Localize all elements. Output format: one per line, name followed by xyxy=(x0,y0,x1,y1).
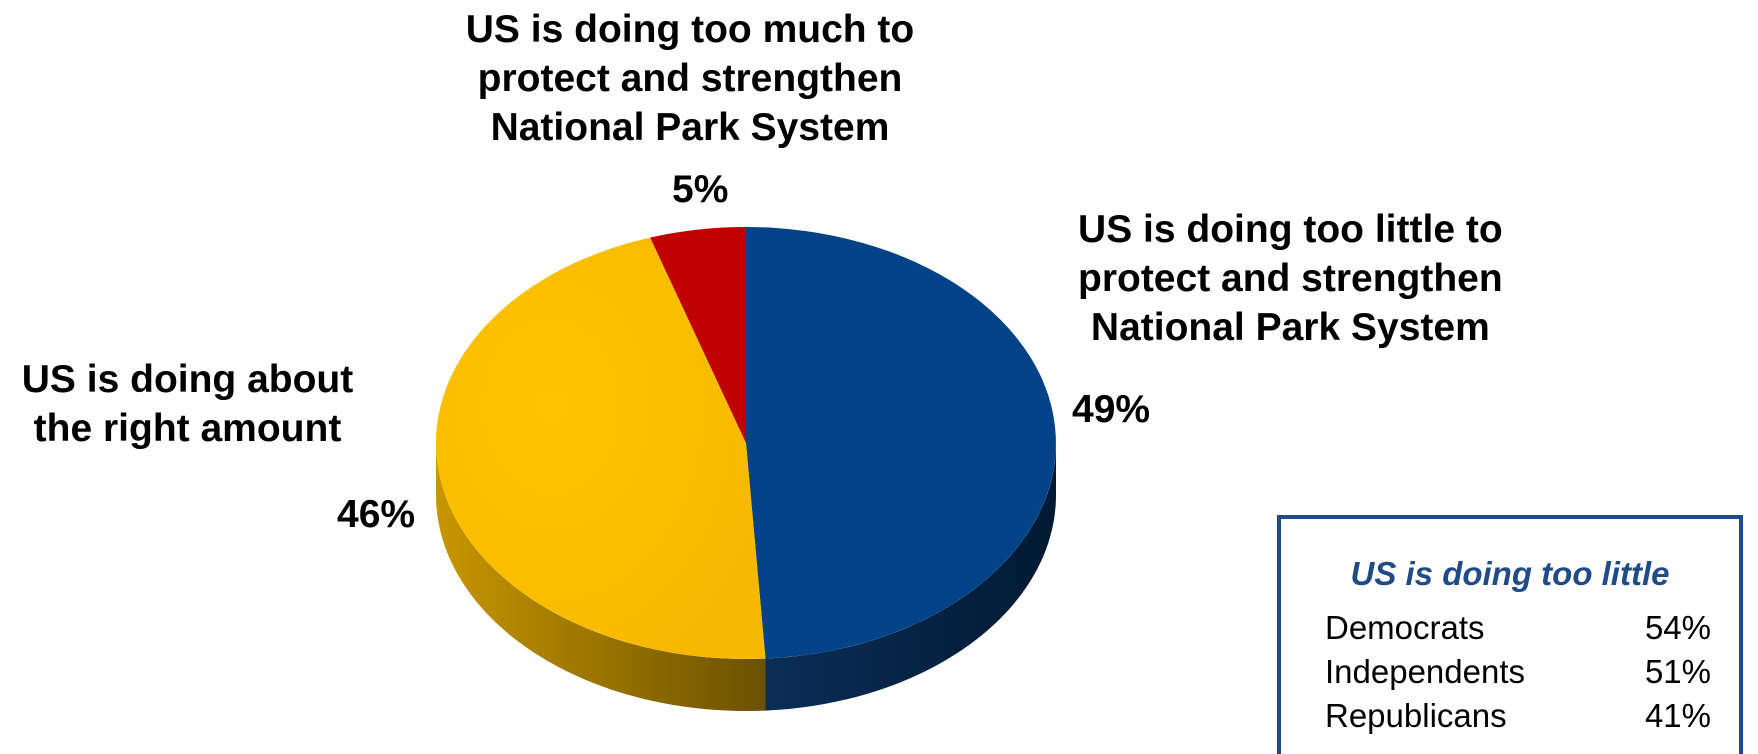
slice-value-right-amount: 46% xyxy=(337,493,416,536)
pie-slice-side-too-little xyxy=(765,443,1056,711)
slice-label-too-much: US is doing too much to protect and stre… xyxy=(465,8,915,149)
party-row: Republicans 41% xyxy=(1325,697,1711,741)
pie-slice-right-amount xyxy=(436,237,766,659)
party-row: Democrats 54% xyxy=(1325,609,1711,653)
slice-value-too-little: 49% xyxy=(1072,388,1151,431)
slice-label-too-little: US is doing too little to protect and st… xyxy=(1078,208,1503,349)
party-value: 41% xyxy=(1644,697,1711,734)
pie-slice-side-right-amount xyxy=(436,443,766,711)
party-breakdown-box: US is doing too little Democrats 54% Ind… xyxy=(1277,515,1743,754)
party-row: Independents 51% xyxy=(1325,653,1711,697)
slice-value-too-much: 5% xyxy=(672,168,729,211)
party-name: Democrats xyxy=(1325,609,1485,646)
party-value: 54% xyxy=(1644,609,1711,646)
pie-slice-too-little xyxy=(746,227,1056,659)
party-name: Republicans xyxy=(1325,697,1507,734)
slice-label-right-amount: US is doing about the right amount xyxy=(21,358,354,450)
party-breakdown-title: US is doing too little xyxy=(1350,555,1670,592)
party-value: 51% xyxy=(1644,653,1711,690)
pie-slice-too-much xyxy=(650,227,746,443)
party-name: Independents xyxy=(1325,653,1526,690)
